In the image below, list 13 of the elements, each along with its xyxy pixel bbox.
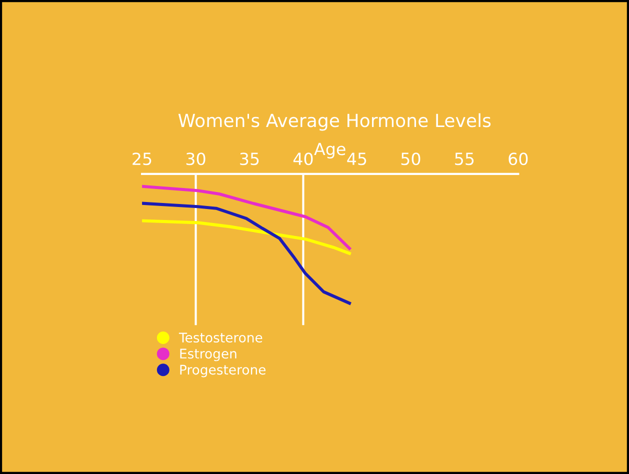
x-tick-label: 50 [401, 152, 420, 166]
x-tick-label: 30 [186, 152, 206, 166]
x-axis-title: Age [314, 142, 346, 159]
x-tick-label: 60 [508, 152, 528, 166]
chart-title: Women's Average Hormone Levels [178, 113, 491, 131]
legend-label: Progesterone [180, 364, 266, 378]
legend-label: Testosterone [178, 332, 262, 343]
x-tick-label: 55 [455, 152, 474, 166]
x-tick-label: 40 [293, 152, 313, 166]
legend-label: Estrogen [180, 348, 236, 362]
x-tick-label: 25 [132, 152, 152, 166]
x-tick-label: 45 [347, 152, 366, 166]
x-tick-label: 35 [240, 152, 259, 166]
